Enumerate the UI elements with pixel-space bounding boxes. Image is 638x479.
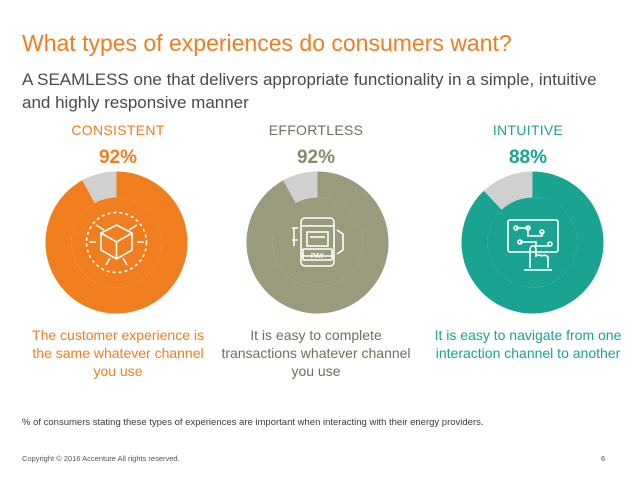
description-consistent: The customer experience is the same what… xyxy=(32,327,204,379)
category-label-intuitive: INTUITIVE xyxy=(492,122,564,138)
consistent-header: CONSISTENT 92% xyxy=(28,122,208,169)
donut-chart-consistent xyxy=(45,171,188,314)
svg-text:PAY: PAY xyxy=(311,253,325,260)
page-number: 6 xyxy=(601,454,606,463)
intuitive-header: INTUITIVE 88% xyxy=(438,122,618,169)
value-label-consistent: 92% xyxy=(98,147,138,168)
touch-screen-icon xyxy=(507,219,559,271)
donut-segment-effortless xyxy=(246,171,389,314)
donut-remainder-intuitive xyxy=(483,171,533,210)
description-effortless: It is easy to complete transactions what… xyxy=(221,327,411,379)
description-intuitive: It is easy to navigate from one interact… xyxy=(434,327,622,361)
donut-center-effortless xyxy=(272,197,363,288)
mobile-pay-icon: PAY xyxy=(292,217,344,267)
page-subtitle: A SEAMLESS one that delivers appropriate… xyxy=(22,70,597,112)
donut-remainder-consistent xyxy=(82,171,117,204)
value-label-effortless: 92% xyxy=(296,147,336,168)
copyright: Copyright © 2016 Accenture All rights re… xyxy=(22,454,180,463)
donut-segment-consistent xyxy=(45,171,188,314)
donut-remainder-effortless xyxy=(283,171,318,204)
cube-icon xyxy=(85,211,148,274)
donut-chart-intuitive xyxy=(461,171,604,314)
page-title: What types of experiences do consumers w… xyxy=(22,30,512,56)
donut-segment-intuitive xyxy=(461,171,604,314)
value-label-intuitive: 88% xyxy=(508,147,548,168)
donut-chart-effortless: PAY xyxy=(246,171,389,314)
effortless-header: EFFORTLESS 92% xyxy=(226,122,406,169)
category-label-consistent: CONSISTENT xyxy=(71,122,165,138)
footnote: % of consumers stating these types of ex… xyxy=(22,417,484,428)
category-label-effortless: EFFORTLESS xyxy=(268,122,364,138)
